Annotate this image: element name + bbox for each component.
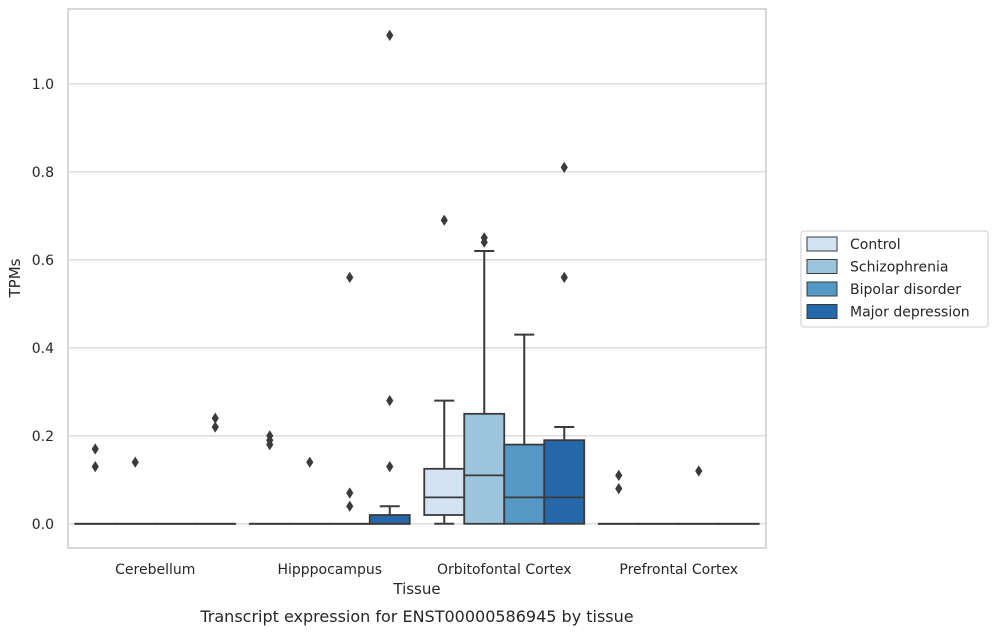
legend-label: Major depression: [850, 305, 970, 321]
legend-swatch: [806, 281, 838, 297]
x-tick-label: Prefrontal Cortex: [619, 562, 738, 578]
legend-items: Control Schizophrenia Bipolar disorder Majo…: [806, 236, 970, 321]
flier-point: [131, 456, 139, 468]
box-group: [328, 271, 371, 525]
legend: Control Schizophrenia Bipolar disorder Majo…: [800, 230, 989, 328]
x-tick-label: Cerebellum: [115, 562, 195, 578]
chart-caption: Transcript expression for ENST0000058694…: [199, 607, 633, 626]
flier-point: [266, 430, 274, 442]
plot-frame: [67, 8, 767, 549]
box-group: [288, 456, 331, 525]
y-tick-labels: 0.0 0.2 0.4 0.6 0.8 1.0: [32, 77, 54, 533]
y-tick-label: 1.0: [32, 77, 54, 93]
box-group: [677, 465, 720, 525]
box-group: [368, 29, 411, 525]
box-group: [74, 443, 117, 525]
flier-point: [91, 443, 99, 455]
flier-point: [386, 461, 394, 473]
y-axis-label: TPMs: [6, 258, 24, 298]
legend-label: Bipolar disorder: [850, 282, 961, 298]
y-tick-label: 0.4: [32, 341, 54, 357]
flier-point: [440, 214, 448, 226]
x-tick-label: Orbitofontal Cortex: [437, 562, 572, 578]
flier-point: [346, 500, 354, 512]
flier-point: [346, 271, 354, 283]
flier-point: [480, 232, 488, 244]
legend-swatch: [806, 259, 838, 274]
flier-point: [386, 395, 394, 407]
box-plots: [74, 29, 760, 525]
y-tick-label: 0.8: [32, 165, 54, 181]
box: [423, 467, 466, 516]
box-group: [503, 333, 546, 525]
y-tick-label: 0.6: [32, 253, 54, 269]
flier-point: [615, 483, 623, 495]
box-group: [114, 456, 157, 525]
flier-point: [615, 469, 623, 481]
x-tick-label: Hipppocampus: [277, 562, 382, 578]
box: [503, 443, 546, 525]
flier-point: [695, 465, 703, 477]
legend-label: Schizophrenia: [850, 260, 948, 276]
x-axis-label: Tissue: [392, 580, 440, 598]
box: [463, 412, 506, 525]
flier-point: [91, 461, 99, 473]
box: [368, 514, 411, 525]
x-tick-labels: Cerebellum Hipppocampus Orbitofontal Corte…: [115, 562, 738, 578]
y-tick-label: 0.2: [32, 429, 54, 445]
grid-lines: [68, 83, 766, 525]
box-group: [463, 232, 506, 525]
box-group: [194, 412, 237, 525]
y-tick-label: 0.0: [32, 517, 54, 533]
flier-point: [560, 161, 568, 173]
legend-swatch: [806, 304, 838, 319]
legend-swatch: [806, 236, 838, 252]
flier-point: [211, 412, 219, 424]
flier-point: [386, 29, 394, 41]
box-group: [423, 214, 466, 525]
box: [543, 439, 586, 525]
box-group: [597, 469, 640, 525]
flier-point: [306, 456, 314, 468]
box-group: [543, 161, 586, 525]
flier-point: [560, 271, 568, 283]
flier-point: [211, 421, 219, 433]
legend-label: Control: [850, 237, 901, 253]
box-group: [248, 430, 291, 525]
legend-frame: [800, 230, 989, 328]
flier-point: [346, 487, 354, 499]
